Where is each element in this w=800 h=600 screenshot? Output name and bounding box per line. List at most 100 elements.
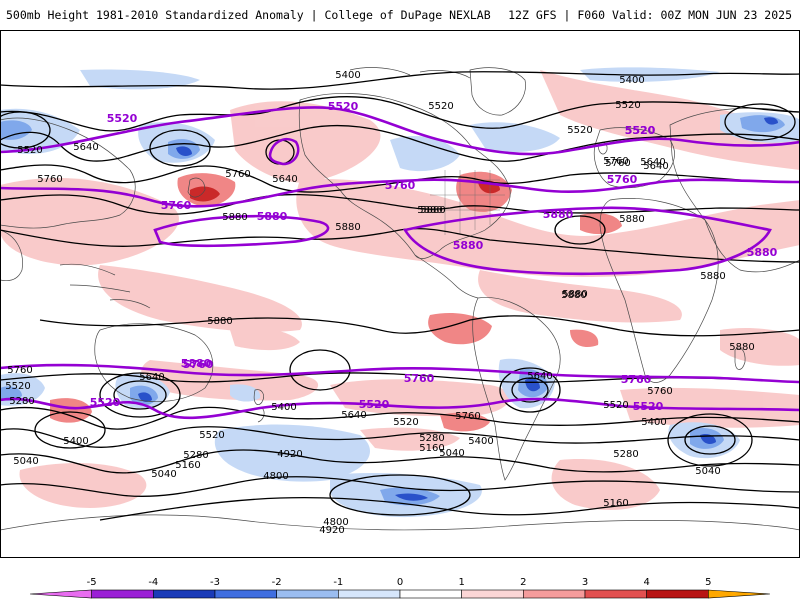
contour-label: 4800 — [323, 517, 348, 528]
highlight-label: 5520 — [359, 398, 390, 411]
colorbar: -5 -4 -3 -2 -1 0 1 2 3 4 5 — [29, 577, 771, 599]
highlight-label: 5760 — [621, 373, 652, 386]
contour-label: 5520 — [567, 125, 592, 136]
colorbar-swatch — [153, 589, 216, 599]
contour-label: 5760 — [7, 365, 32, 376]
highlight-labels: 5520 5520 5520 5760 5880 5760 5880 5880 … — [90, 100, 778, 413]
contour-label: 5280 — [613, 449, 638, 460]
highlight-label: 5760 — [183, 358, 214, 371]
map-panel: 5400 5400 5520 5520 5520 5520 5640 5640 … — [0, 30, 800, 558]
height-contours — [0, 71, 800, 521]
colorbar-tick-label: -2 — [272, 577, 282, 588]
contour-label: 5640 — [139, 372, 164, 383]
highlight-label: 5520 — [107, 112, 138, 125]
highlight-contours — [0, 106, 800, 420]
contour-label: 5640 — [640, 157, 665, 168]
contour-label: 5880 — [335, 222, 360, 233]
highlight-label: 5880 — [747, 246, 778, 259]
contour-label: 5040 — [151, 469, 176, 480]
contour-label: 5400 — [335, 70, 360, 81]
contour-label: 5760 — [225, 169, 250, 180]
contour-label: 5160 — [603, 498, 628, 509]
contour-label: 5520 — [428, 101, 453, 112]
contour-label: 5760 — [455, 411, 480, 422]
contour-label: 5760 — [37, 174, 62, 185]
contour-label: 5880 — [420, 205, 445, 216]
colorbar-tick-label: 0 — [397, 577, 403, 588]
highlight-label: 5760 — [404, 372, 435, 385]
contour-label: 5400 — [641, 417, 666, 428]
contour-label: 5520 — [5, 381, 30, 392]
contour-label: 5640 — [527, 371, 552, 382]
highlight-label: 5520 — [90, 396, 121, 409]
colorbar-tick-label: 5 — [705, 577, 711, 588]
colorbar-swatch — [461, 589, 524, 599]
contour-label: 5880 — [417, 205, 442, 216]
colorbar-swatch — [338, 589, 401, 599]
colorbar-tick-label: -1 — [333, 577, 343, 588]
contour-label: 5760 — [647, 386, 672, 397]
colorbar-tick-label: 2 — [520, 577, 526, 588]
highlight-label: 5760 — [161, 199, 192, 212]
contour-label: 5280 — [9, 396, 34, 407]
contour-label: 5760 — [605, 158, 630, 169]
contour-label: 5880 — [562, 289, 587, 300]
colorbar-tick-label: -4 — [148, 577, 158, 588]
contour-label: 5640 — [73, 142, 98, 153]
contour-label: 5880 — [222, 212, 247, 223]
highlight-label: 5880 — [543, 208, 574, 221]
contour-label: 5640 — [341, 410, 366, 421]
contour-labels: 5400 5400 5520 5520 5520 5520 5640 5640 … — [5, 70, 754, 536]
header: 500mb Height 1981-2010 Standardized Anom… — [0, 0, 800, 30]
colorbar-swatch — [646, 589, 709, 599]
colorbar-swatch — [523, 589, 586, 599]
colorbar-tick-label: -5 — [87, 577, 97, 588]
colorbar-swatch — [584, 589, 647, 599]
contour-label: 5640 — [643, 161, 668, 172]
contour-label: 5880 — [619, 214, 644, 225]
colorbar-swatch — [214, 589, 277, 599]
contour-label: 5040 — [13, 456, 38, 467]
colorbar-swatch — [276, 589, 339, 599]
contour-label: 5040 — [695, 466, 720, 477]
contour-label: 5160 — [419, 443, 444, 454]
colorbar-ticks: -5 -4 -3 -2 -1 0 1 2 3 4 5 — [87, 577, 712, 588]
contour-label: 5880 — [700, 271, 725, 282]
contour-label: 5520 — [615, 100, 640, 111]
colorbar-tick-label: 4 — [643, 577, 649, 588]
contour-label: 5040 — [439, 448, 464, 459]
colorbar-swatches — [29, 589, 771, 599]
colorbar-tick-label: 1 — [458, 577, 464, 588]
highlight-label: 5880 — [181, 357, 212, 370]
contour-label: 4920 — [277, 449, 302, 460]
contour-label: 5400 — [271, 402, 296, 413]
contour-label: 5880 — [561, 290, 586, 301]
colorbar-swatch — [29, 589, 92, 599]
colorbar-swatch — [91, 589, 154, 599]
highlight-label: 5760 — [385, 179, 416, 192]
contour-label: 5400 — [619, 75, 644, 86]
contour-label: 4920 — [319, 525, 344, 536]
colorbar-tick-label: -3 — [210, 577, 220, 588]
contour-label: 5760 — [603, 156, 628, 167]
highlight-label: 5520 — [633, 400, 664, 413]
contour-label: 5160 — [175, 460, 200, 471]
colorbar-swatch — [399, 589, 462, 599]
contour-label: 5640 — [272, 174, 297, 185]
highlight-label: 5760 — [607, 173, 638, 186]
contour-label: 5280 — [183, 450, 208, 461]
highlight-label: 5520 — [328, 100, 359, 113]
contour-label: 4800 — [263, 471, 288, 482]
highlight-label: 5880 — [453, 239, 484, 252]
map-title: 500mb Height 1981-2010 Standardized Anom… — [6, 8, 491, 22]
colorbar-swatch — [708, 589, 771, 599]
contour-label: 5280 — [419, 433, 444, 444]
contour-label: 5520 — [603, 400, 628, 411]
highlight-label: 5520 — [625, 124, 656, 137]
highlight-label: 5520 — [625, 124, 656, 137]
contour-label: 5400 — [468, 436, 493, 447]
contour-label: 5520 — [199, 430, 224, 441]
contour-label: 5880 — [207, 316, 232, 327]
contour-label: 5520 — [17, 145, 42, 156]
contour-label: 5880 — [729, 342, 754, 353]
